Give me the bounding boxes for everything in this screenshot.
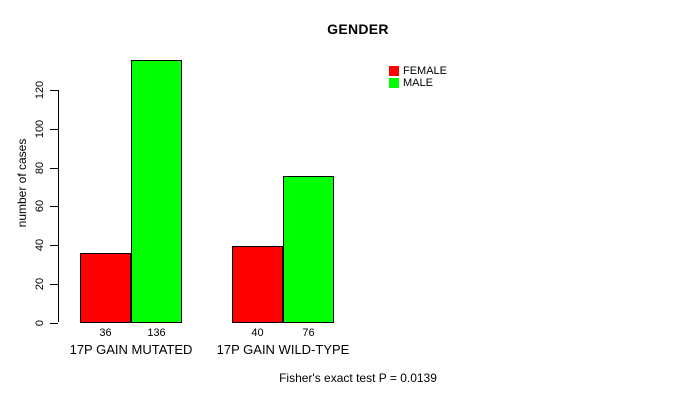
y-tick (50, 90, 58, 92)
y-tick (50, 322, 58, 324)
legend-swatch-male (389, 78, 399, 88)
legend: FEMALE MALE (389, 65, 447, 89)
bar-female-group1 (80, 252, 131, 323)
y-axis-label: number of cases (15, 138, 29, 228)
annotation-text: Fisher's exact test P = 0.0139 (279, 371, 437, 385)
bar-value-label: 36 (99, 327, 112, 339)
y-tick (50, 245, 58, 247)
bar-value-label: 136 (147, 327, 166, 339)
chart-title: GENDER (327, 21, 389, 37)
bar-value-label: 40 (251, 327, 264, 339)
bar-male-group2 (283, 175, 334, 323)
y-tick (50, 283, 58, 285)
bar-male-group1 (131, 59, 182, 323)
y-tick-label: 40 (34, 238, 46, 252)
y-tick (50, 206, 58, 208)
y-tick-label: 60 (34, 200, 46, 213)
legend-swatch-female (389, 66, 399, 76)
category-label: 17P GAIN WILD-TYPE (216, 342, 350, 357)
y-tick (50, 167, 58, 169)
legend-item-male: MALE (389, 77, 447, 89)
y-axis-line (58, 90, 59, 323)
bar-value-label: 76 (302, 327, 315, 339)
y-tick-label: 100 (34, 119, 46, 139)
y-tick-label: 0 (34, 319, 46, 326)
category-label: 17P GAIN MUTATED (69, 342, 193, 357)
y-tick-label: 120 (34, 81, 46, 100)
legend-item-female: FEMALE (389, 65, 447, 77)
bar-female-group2 (232, 245, 283, 323)
y-tick-label: 80 (34, 161, 46, 174)
y-tick (50, 129, 58, 130)
y-tick-label: 20 (34, 277, 46, 290)
legend-label: MALE (403, 77, 433, 89)
legend-label: FEMALE (403, 65, 448, 77)
